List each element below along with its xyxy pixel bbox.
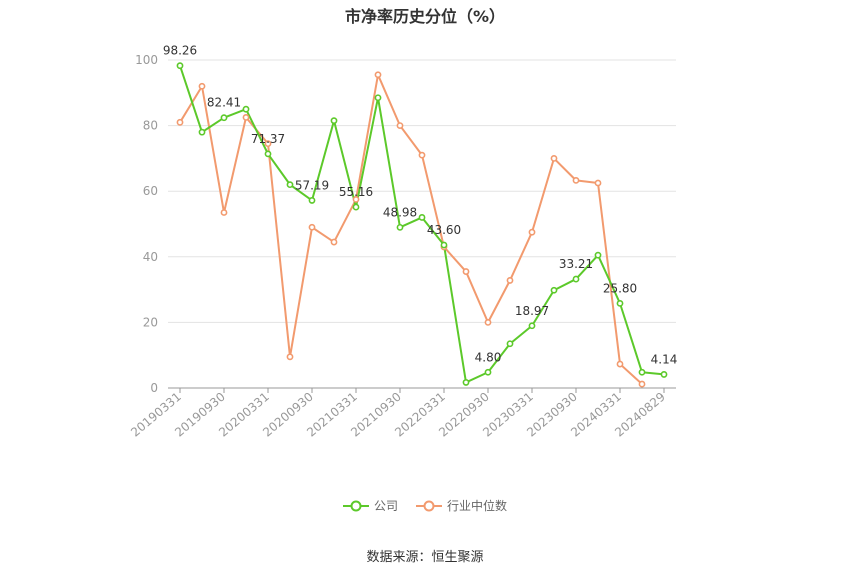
data-label: 4.80 [475,350,502,364]
data-labels: 98.26 82.41 71.37 57.19 55.16 48.98 43.60 4.80 1… [163,44,678,367]
data-label: 4.14 [651,352,678,366]
point-company [352,203,360,211]
data-label: 48.98 [383,205,417,219]
data-label: 43.60 [427,223,461,237]
point-company [594,251,602,259]
point-industry-median [550,154,558,162]
series-line-company [179,65,665,384]
point-company [616,299,624,307]
point-company [572,275,580,283]
point-company [638,368,646,376]
point-industry-median [198,82,206,90]
point-industry-median [638,380,646,388]
legend-industry-marker [416,500,442,511]
series-lines [179,65,665,385]
data-source: 数据来源：恒生聚源 [366,550,484,565]
point-company [396,223,404,231]
y-tick-label: 100 [135,53,158,67]
point-industry-median [176,118,184,126]
y-tick-label: 20 [143,315,158,329]
point-industry-median [528,228,536,236]
data-label: 55.16 [339,185,373,199]
point-company [242,105,250,113]
y-tick-label: 40 [143,250,158,264]
legend-item-industry-median[interactable]: 行业中位数 [416,497,507,514]
point-industry-median [506,277,514,284]
legend-industry-label: 行业中位数 [447,499,508,513]
point-industry-median [462,268,470,275]
series-line-industry-median [179,73,643,385]
legend: 公司 行业中位数 [0,497,850,514]
point-company [308,197,316,204]
data-label: 33.21 [559,257,593,271]
point-company [462,379,470,386]
y-tick-label: 0 [150,381,158,395]
point-company [418,214,426,221]
data-label: 25.80 [603,281,637,295]
point-company [264,150,272,158]
point-industry-median [484,318,492,326]
point-industry-median [330,238,338,246]
point-industry-median [572,176,580,184]
y-tick-label: 80 [143,119,158,133]
point-industry-median [286,353,294,361]
point-industry-median [220,209,228,216]
series-points [176,62,668,388]
point-industry-median [264,140,272,148]
point-company [286,181,294,189]
point-industry-median [352,195,360,203]
data-label: 98.26 [163,44,197,58]
point-company [330,117,338,125]
point-industry-median [242,114,250,121]
data-label: 18.97 [515,304,549,318]
legend-item-company[interactable]: 公司 [342,497,398,514]
y-axis-ticks: 0 20 40 60 80 100 [135,53,158,395]
point-industry-median [396,122,404,129]
point-company [550,286,558,294]
point-industry-median [616,360,624,368]
y-tick-label: 60 [143,184,158,198]
point-company [198,128,206,136]
point-company [528,322,536,330]
chart-title: 市净率历史分位（%） [344,7,506,26]
point-industry-median [594,179,602,187]
point-company [220,114,228,122]
point-company [176,62,184,70]
point-industry-median [374,71,382,79]
point-industry-median [308,223,316,231]
gridlines [168,59,676,389]
point-company [506,340,514,348]
point-company [374,94,382,102]
point-company [484,368,492,376]
point-company [660,371,668,378]
legend-company-label: 公司 [373,499,398,513]
x-axis: 2019033120190930202003312020093020210331… [128,388,668,440]
data-label: 82.41 [207,96,241,110]
data-label: 71.37 [251,132,285,146]
legend-company-marker [342,500,369,511]
point-company [440,241,448,249]
point-industry-median [418,151,426,159]
data-label: 57.19 [295,178,329,192]
